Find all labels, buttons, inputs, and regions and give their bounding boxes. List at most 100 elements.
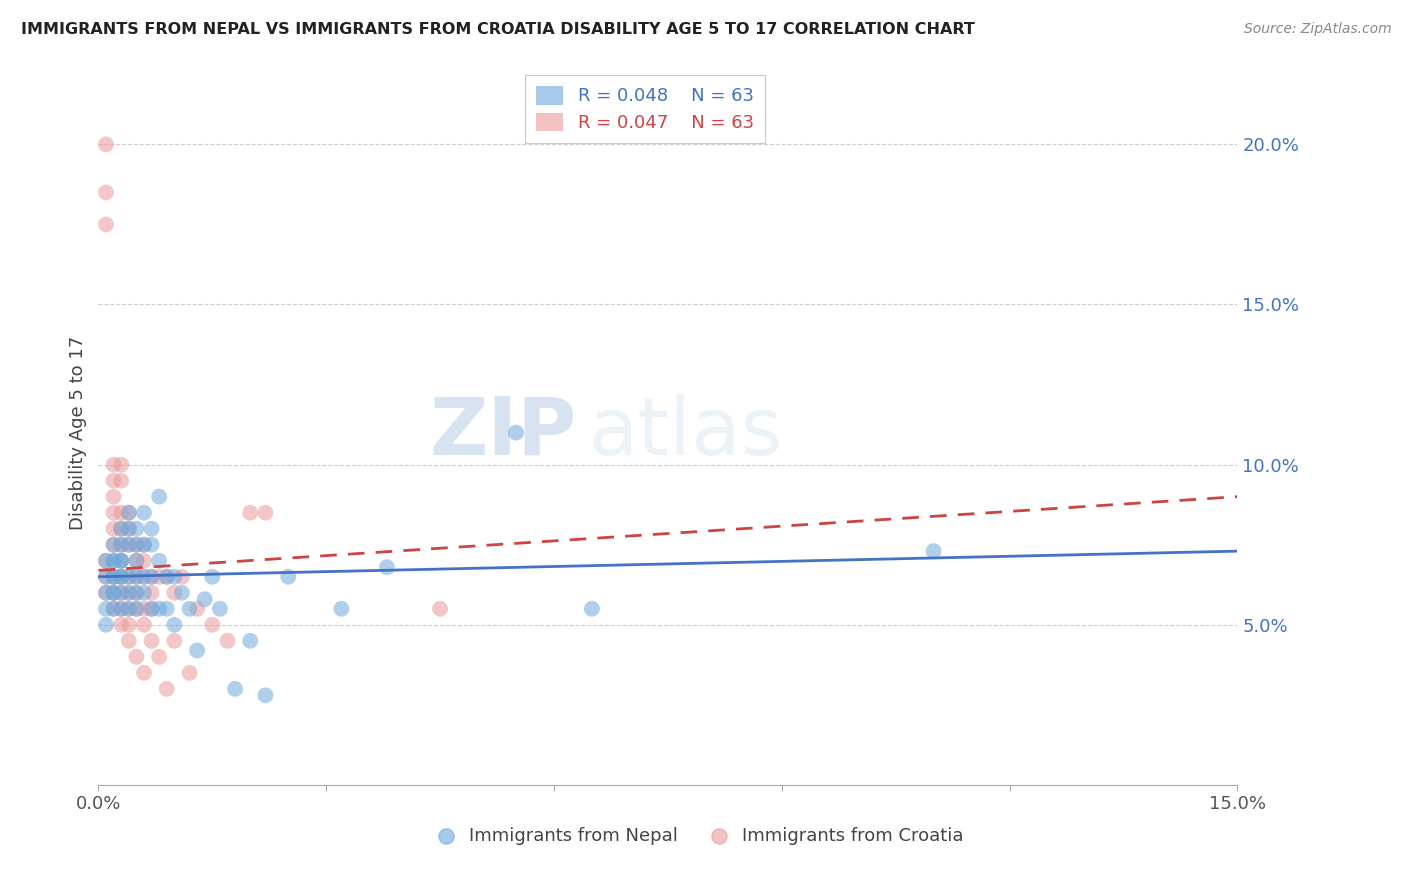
Point [132,506,155,520]
Point [179,665,201,680]
Point [186,601,208,615]
Point [94,586,117,600]
Point [118,601,141,615]
Point [125,554,148,568]
Point [194,592,217,607]
Point [94,137,117,152]
Point [103,601,125,615]
Point [110,570,132,584]
Point [103,458,125,472]
Point [163,633,186,648]
Point [148,601,170,615]
Point [110,554,132,568]
Point [208,601,231,615]
Point [110,522,132,536]
Point [132,538,155,552]
Point [141,601,163,615]
Point [94,601,117,615]
Point [110,506,132,520]
Point [110,538,132,552]
Text: atlas: atlas [588,393,783,472]
Point [375,560,398,574]
Point [125,554,148,568]
Point [148,570,170,584]
Point [110,617,132,632]
Point [141,601,163,615]
Point [581,601,603,615]
Point [103,570,125,584]
Point [118,570,141,584]
Point [118,633,141,648]
Text: Source: ZipAtlas.com: Source: ZipAtlas.com [1244,22,1392,37]
Point [186,643,208,657]
Point [110,538,132,552]
Point [156,601,179,615]
Point [141,570,163,584]
Point [163,570,186,584]
Point [132,601,155,615]
Point [429,601,451,615]
Point [217,633,239,648]
Point [156,570,179,584]
Point [94,570,117,584]
Point [103,570,125,584]
Point [125,570,148,584]
Point [103,570,125,584]
Point [132,665,155,680]
Point [163,586,186,600]
Point [118,586,141,600]
Point [118,522,141,536]
Point [118,586,141,600]
Point [170,586,193,600]
Point [94,570,117,584]
Point [110,458,132,472]
Point [94,617,117,632]
Point [132,586,155,600]
Point [170,570,193,584]
Point [125,570,148,584]
Point [254,506,277,520]
Point [103,586,125,600]
Point [224,681,246,696]
Point [156,570,179,584]
Point [125,601,148,615]
Point [94,554,117,568]
Point [254,688,277,702]
Point [141,570,163,584]
Point [110,474,132,488]
Point [110,586,132,600]
Point [125,586,148,600]
Point [103,538,125,552]
Point [118,601,141,615]
Point [125,601,148,615]
Point [110,554,132,568]
Point [141,522,163,536]
Text: ZIP: ZIP [429,393,576,472]
Text: IMMIGRANTS FROM NEPAL VS IMMIGRANTS FROM CROATIA DISABILITY AGE 5 TO 17 CORRELAT: IMMIGRANTS FROM NEPAL VS IMMIGRANTS FROM… [21,22,974,37]
Point [94,554,117,568]
Point [110,570,132,584]
Point [110,570,132,584]
Point [103,586,125,600]
Point [330,601,353,615]
Point [201,617,224,632]
Point [132,538,155,552]
Point [201,570,224,584]
Point [110,601,132,615]
Point [132,570,155,584]
Point [94,586,117,600]
Point [239,633,262,648]
Point [103,586,125,600]
Point [103,554,125,568]
Point [922,544,945,558]
Point [148,554,170,568]
Point [94,218,117,232]
Point [141,633,163,648]
Point [125,649,148,664]
Point [103,538,125,552]
Point [110,601,132,615]
Point [103,554,125,568]
Point [132,570,155,584]
Point [110,522,132,536]
Point [179,601,201,615]
